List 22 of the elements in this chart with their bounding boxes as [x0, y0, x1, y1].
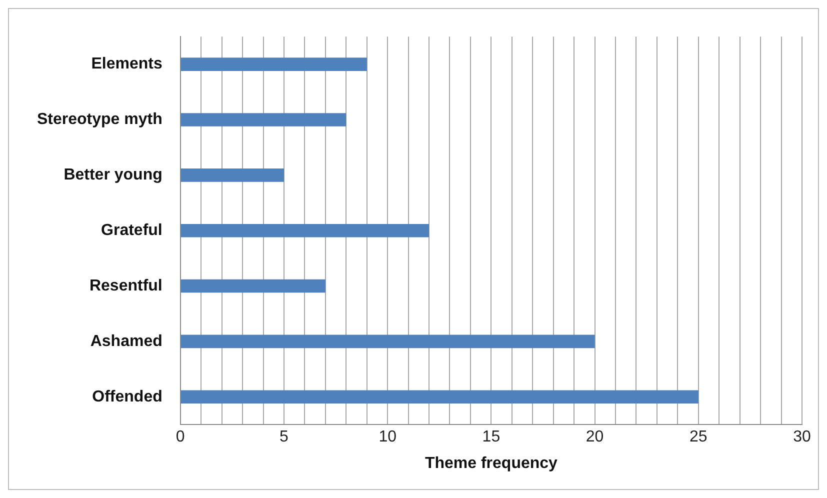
- y-tick-label: Ashamed: [90, 332, 162, 350]
- x-tick-label: 10: [378, 428, 397, 446]
- bar: [180, 334, 595, 348]
- bar: [180, 113, 346, 126]
- y-tick-label: Stereotype myth: [36, 111, 162, 128]
- y-tick-label: Better young: [64, 166, 162, 184]
- bar: [180, 168, 284, 182]
- x-tick-label: 0: [176, 428, 185, 446]
- y-tick-label: Grateful: [101, 222, 162, 240]
- y-tick-label: Resentful: [89, 277, 162, 294]
- x-tick-label: 15: [482, 428, 500, 446]
- bar: [180, 390, 698, 404]
- bar: [180, 58, 367, 71]
- bar: [180, 224, 430, 238]
- x-tick-label: 5: [280, 428, 289, 446]
- y-tick-label: Offended: [92, 388, 162, 406]
- x-tick-label: 20: [586, 428, 604, 446]
- x-tick-label: 30: [793, 428, 811, 446]
- y-tick-label: Elements: [91, 56, 162, 73]
- x-axis-title: Theme frequency: [424, 454, 558, 472]
- bar: [180, 279, 326, 293]
- x-tick-label: 25: [689, 428, 708, 446]
